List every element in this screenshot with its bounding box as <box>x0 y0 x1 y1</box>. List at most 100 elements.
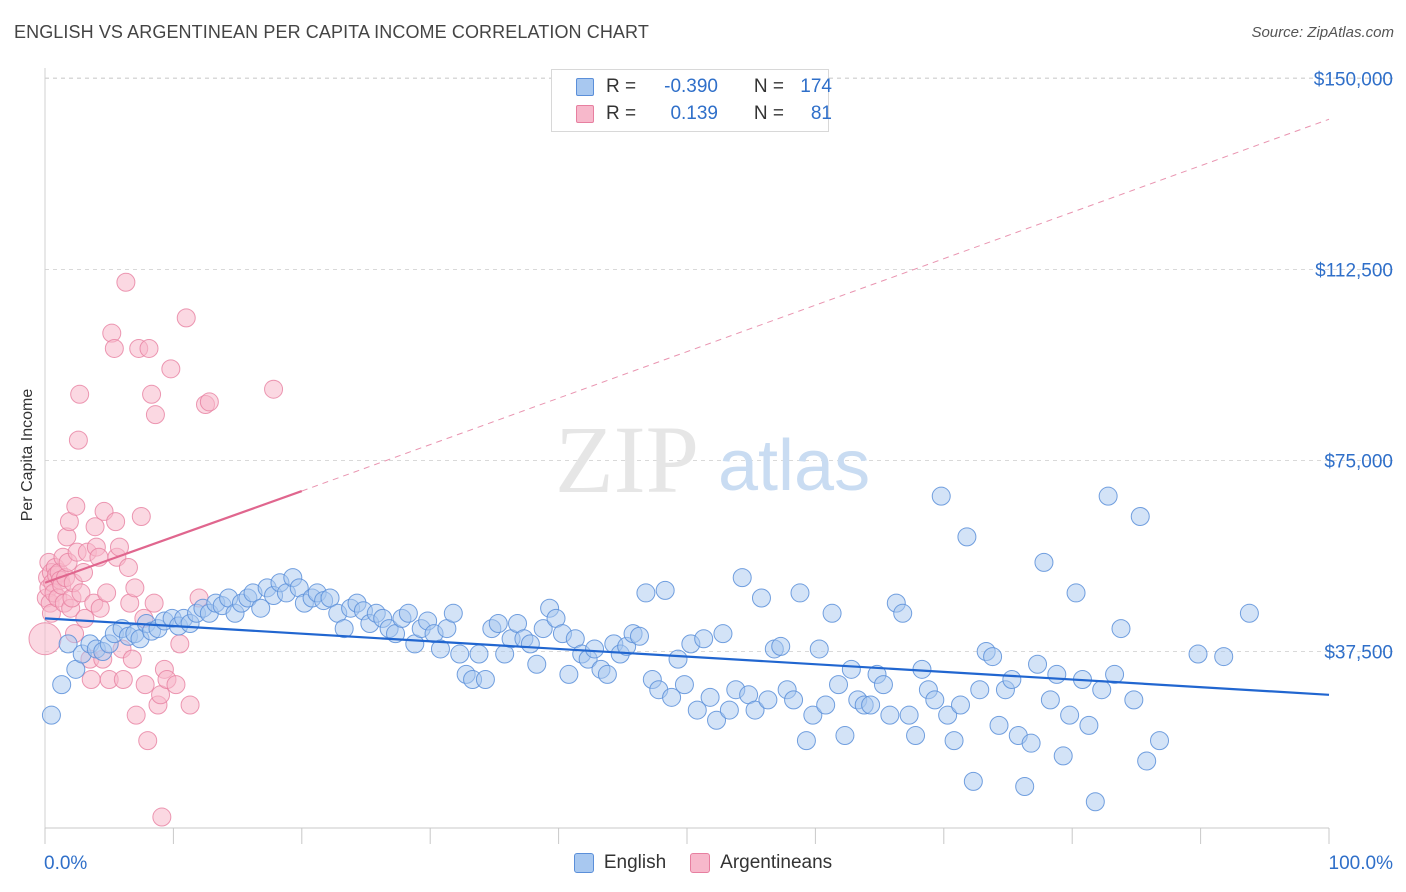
chart-title: ENGLISH VS ARGENTINEAN PER CAPITA INCOME… <box>14 22 649 42</box>
watermark-atlas: atlas <box>718 426 870 506</box>
argentineans-points <box>28 272 284 827</box>
english-point <box>751 588 771 608</box>
english-point <box>687 700 707 720</box>
english-point <box>533 619 553 639</box>
english-point <box>989 715 1009 735</box>
argentineans-point <box>144 593 164 613</box>
english-point <box>899 705 919 725</box>
argentineans-point <box>135 675 155 695</box>
english-point <box>861 695 881 715</box>
argentineans-point <box>118 557 138 577</box>
english-point <box>732 568 752 588</box>
english-point <box>1124 690 1144 710</box>
english-n-value: 174 <box>800 76 832 97</box>
legend-item-english[interactable]: English <box>573 852 667 874</box>
english-point <box>970 680 990 700</box>
english-point <box>816 695 836 715</box>
english-point <box>1092 680 1112 700</box>
english-point <box>758 690 778 710</box>
english-point <box>1085 792 1105 812</box>
watermark-zip: ZIP <box>555 406 699 513</box>
english-point <box>983 647 1003 667</box>
argentineans-point <box>125 578 145 598</box>
argentineans-point <box>28 622 62 656</box>
english-point <box>700 687 720 707</box>
english-point <box>944 731 964 751</box>
english-point <box>320 588 340 608</box>
english-point <box>1137 751 1157 771</box>
english-point <box>58 634 78 654</box>
english-point <box>950 695 970 715</box>
stats-box: R = -0.390 N = 174 R = 0.139 N = 81 <box>551 69 832 132</box>
y-tick-label: $37,500 <box>1324 643 1393 664</box>
argentineans-point <box>106 512 126 532</box>
argentineans-point <box>97 583 117 603</box>
tick-labels: $37,500 $75,000 $112,500 $150,000 0.0% 100.0% <box>44 70 1393 874</box>
argentineans-point <box>264 379 284 399</box>
legend-swatch-english <box>573 853 594 873</box>
y-tick-label: $150,000 <box>1314 70 1393 91</box>
english-point <box>1130 507 1150 527</box>
english-point <box>469 644 489 664</box>
argentineans-point <box>170 634 190 654</box>
argentineans-n-value: 81 <box>810 103 832 124</box>
argentineans-point <box>122 649 142 669</box>
english-point <box>893 603 913 623</box>
english-point <box>520 634 540 654</box>
english-point <box>719 700 739 720</box>
english-swatch <box>576 78 594 96</box>
source-label: Source: ZipAtlas.com <box>1251 24 1394 41</box>
english-point <box>822 603 842 623</box>
argentineans-point <box>145 405 165 425</box>
argentineans-point <box>116 272 136 292</box>
axes <box>44 68 1330 844</box>
english-point <box>1021 733 1041 753</box>
argentineans-point <box>161 359 181 379</box>
argentineans-point <box>75 608 95 628</box>
english-point <box>829 675 849 695</box>
argentineans-point <box>85 517 105 537</box>
english-point <box>1239 603 1259 623</box>
english-point <box>668 649 688 669</box>
argentineans-trend-line-solid <box>44 490 303 584</box>
legend-item-argentineans[interactable]: Argentineans <box>690 852 832 874</box>
argentineans-point <box>81 670 101 690</box>
english-point <box>771 636 791 656</box>
english-point <box>674 675 694 695</box>
argentineans-point <box>70 384 90 404</box>
y-tick-label: $75,000 <box>1324 452 1393 473</box>
english-point <box>597 664 617 684</box>
argentineans-r-value: 0.139 <box>670 103 718 124</box>
english-point <box>938 705 958 725</box>
legend: English Argentineans <box>0 852 1406 874</box>
english-point <box>784 690 804 710</box>
english-point <box>1111 619 1131 639</box>
english-point <box>745 700 765 720</box>
argentineans-point <box>71 583 91 603</box>
argentineans-point <box>166 675 186 695</box>
english-point <box>443 603 463 623</box>
argentineans-point <box>126 705 146 725</box>
english-point <box>790 583 810 603</box>
english-point <box>1214 647 1234 667</box>
english-point <box>841 659 861 679</box>
english-point <box>1002 670 1022 690</box>
argentineans-point <box>104 338 124 358</box>
argentineans-point <box>180 695 200 715</box>
english-point <box>1040 690 1060 710</box>
argentineans-point <box>113 670 133 690</box>
english-point <box>1188 644 1208 664</box>
english-point <box>430 639 450 659</box>
english-point <box>925 690 945 710</box>
english-point <box>585 639 605 659</box>
english-point <box>1053 746 1073 766</box>
english-point <box>957 527 977 547</box>
argentineans-point <box>199 392 219 412</box>
argentineans-point <box>176 308 196 328</box>
argentineans-n-label: N = <box>753 103 784 124</box>
legend-label-english: English <box>603 852 667 873</box>
argentineans-swatch <box>576 105 594 123</box>
y-tick-label: $112,500 <box>1315 261 1393 282</box>
x-tick-label-max: 100.0% <box>1329 853 1394 874</box>
english-n-label: N = <box>753 76 784 97</box>
